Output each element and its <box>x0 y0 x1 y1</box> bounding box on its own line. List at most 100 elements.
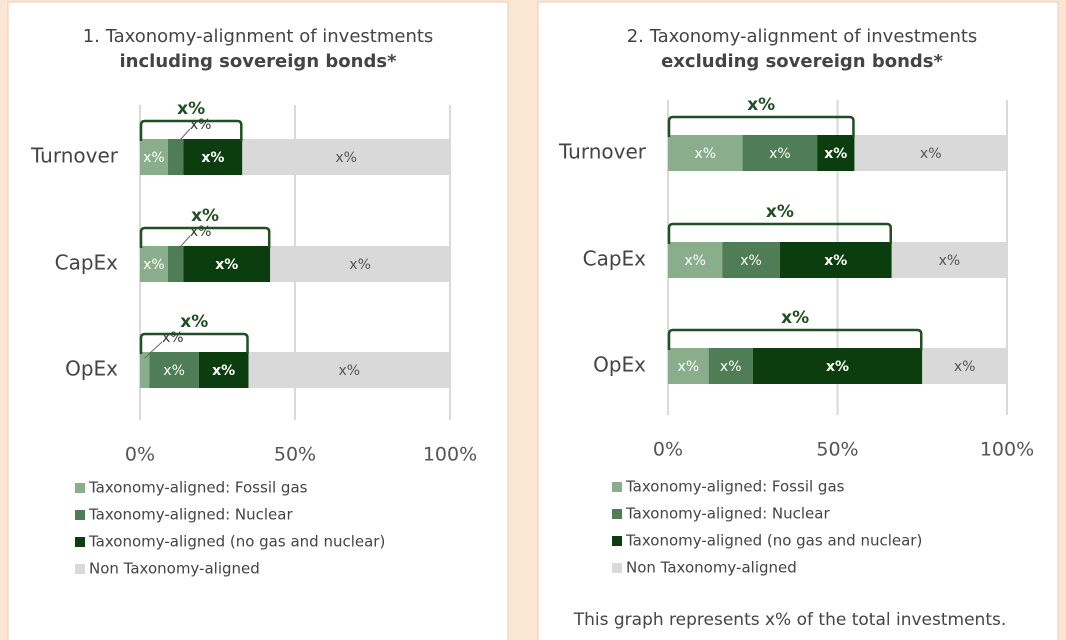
leader-line <box>144 341 163 359</box>
x-tick-label: 100% <box>423 444 477 466</box>
category-label: OpEx <box>65 357 118 381</box>
bracket-label: x% <box>180 312 208 332</box>
value-label: x% <box>190 117 212 133</box>
bar-segment <box>708 348 753 384</box>
legend-label: Taxonomy-aligned: Nuclear <box>625 505 830 523</box>
category-label: OpEx <box>593 353 646 377</box>
bracket <box>667 328 923 350</box>
value-label: x% <box>939 253 961 269</box>
legend-swatch <box>612 563 622 573</box>
value-label: x% <box>740 253 762 269</box>
legend-label: Taxonomy-aligned (no gas and nuclear) <box>88 533 385 551</box>
bracket-label: x% <box>177 99 205 119</box>
category-label: Turnover <box>30 144 119 168</box>
bar-segment <box>752 348 923 384</box>
value-label: x% <box>190 224 212 240</box>
panel <box>537 1 1059 640</box>
bar-segment <box>167 139 184 175</box>
bar-segment <box>242 139 450 175</box>
bar-segment <box>167 246 184 282</box>
bar-segment <box>140 246 168 282</box>
value-label: x% <box>162 330 184 346</box>
leader-line <box>175 128 191 146</box>
bar-segment <box>742 135 818 171</box>
legend-label: Taxonomy-aligned (no gas and nuclear) <box>625 532 922 550</box>
x-tick-label: 50% <box>816 439 858 461</box>
legend-label: Taxonomy-aligned: Fossil gas <box>88 479 308 497</box>
bar-segment <box>854 135 1007 171</box>
value-label: x% <box>826 359 849 375</box>
category-label: CapEx <box>583 247 647 271</box>
bar-segment <box>779 242 892 278</box>
bar-segment <box>668 242 723 278</box>
bracket <box>139 226 271 248</box>
bar-segment <box>722 242 780 278</box>
bracket <box>667 222 892 244</box>
x-tick-label: 100% <box>980 439 1034 461</box>
panel <box>7 1 509 640</box>
legend-swatch <box>75 537 85 547</box>
bar-segment <box>183 246 271 282</box>
value-label: x% <box>201 150 224 166</box>
bar-segment <box>140 139 168 175</box>
leader-line <box>175 235 191 253</box>
bar-segment <box>922 348 1007 384</box>
bracket-label: x% <box>766 202 794 222</box>
legend-label: Taxonomy-aligned: Nuclear <box>88 506 293 524</box>
x-tick-label: 0% <box>653 439 683 461</box>
bar-segment <box>198 352 249 388</box>
legend-swatch <box>75 564 85 574</box>
value-label: x% <box>824 253 847 269</box>
value-label: x% <box>212 363 235 379</box>
bracket-label: x% <box>781 308 809 328</box>
legend-swatch <box>75 510 85 520</box>
category-label: CapEx <box>55 251 119 275</box>
bar-segment <box>668 135 743 171</box>
value-label: x% <box>678 359 700 375</box>
bracket <box>139 332 249 354</box>
bar-segment <box>140 352 150 388</box>
bracket-label: x% <box>747 95 775 115</box>
bar-segment <box>248 352 450 388</box>
bracket-label: x% <box>191 206 219 226</box>
bar-segment <box>270 246 450 282</box>
x-tick-label: 50% <box>274 444 316 466</box>
value-label: x% <box>215 257 238 273</box>
chart-title: 1. Taxonomy-alignment of investments <box>83 26 434 47</box>
value-label: x% <box>824 146 847 162</box>
bracket <box>139 119 243 141</box>
legend-swatch <box>612 509 622 519</box>
value-label: x% <box>954 359 976 375</box>
value-label: x% <box>335 150 357 166</box>
legend-label: Non Taxonomy-aligned <box>89 560 260 578</box>
bar-segment <box>183 139 243 175</box>
value-label: x% <box>143 257 165 273</box>
value-label: x% <box>694 146 716 162</box>
legend-label: Non Taxonomy-aligned <box>626 559 797 577</box>
legend-label: Taxonomy-aligned: Fossil gas <box>625 478 845 496</box>
value-label: x% <box>769 146 791 162</box>
value-label: x% <box>338 363 360 379</box>
value-label: x% <box>920 146 942 162</box>
x-tick-label: 0% <box>125 444 155 466</box>
value-label: x% <box>163 363 185 379</box>
chart-title: 2. Taxonomy-alignment of investments <box>627 26 978 47</box>
legend-swatch <box>612 482 622 492</box>
footnote: This graph represents x% of the total in… <box>573 610 1007 630</box>
value-label: x% <box>143 150 165 166</box>
bracket <box>667 115 855 137</box>
category-label: Turnover <box>558 140 647 164</box>
chart-subtitle: including sovereign bonds* <box>120 51 398 72</box>
bar-segment <box>817 135 855 171</box>
chart-subtitle: excluding sovereign bonds* <box>661 51 943 72</box>
legend-swatch <box>612 536 622 546</box>
value-label: x% <box>684 253 706 269</box>
value-label: x% <box>349 257 371 273</box>
bar-segment <box>891 242 1007 278</box>
bar-segment <box>149 352 199 388</box>
bar-segment <box>668 348 709 384</box>
value-label: x% <box>720 359 742 375</box>
legend-swatch <box>75 483 85 493</box>
